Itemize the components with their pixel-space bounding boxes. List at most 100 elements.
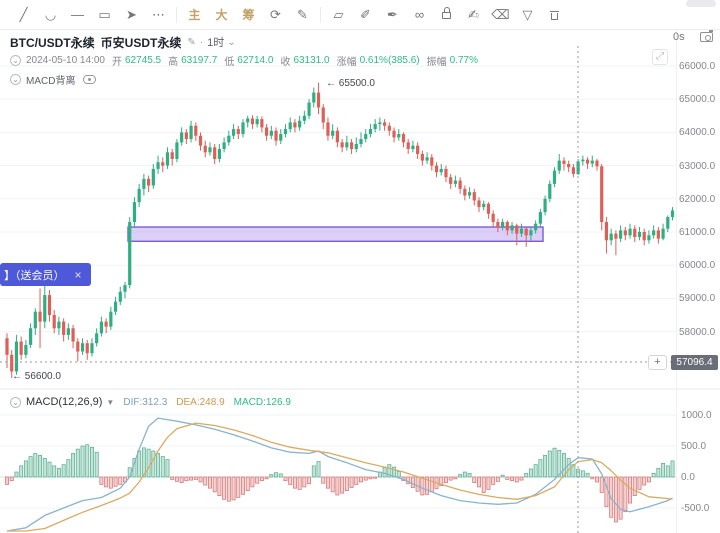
candle-body [29, 328, 33, 345]
macd-value: MACD:126.9 [233, 396, 291, 408]
macd-hist-bar [354, 476, 359, 485]
macd-hist-bar [104, 476, 109, 488]
maximize-pane-icon[interactable]: ⤢ [652, 49, 668, 65]
interval-selector[interactable]: 1时 [207, 37, 225, 49]
horizontal-line-tool-icon[interactable]: ― [71, 7, 84, 22]
candle-body [316, 92, 321, 108]
candle-body [147, 178, 151, 186]
macd-caret-icon[interactable]: ▼ [106, 397, 115, 407]
macd-hist-bar [538, 459, 543, 478]
window-drag-pill[interactable] [686, 0, 716, 7]
filter-tool-icon[interactable]: ▽ [522, 6, 533, 22]
candle-body [647, 235, 651, 241]
chart-canvas[interactable] [0, 30, 720, 533]
draw-tool-icon[interactable]: ✎ [297, 6, 308, 22]
macd-axis-label: -500.0 [681, 503, 710, 514]
interval-caret-icon[interactable]: ⌄ [227, 36, 236, 48]
macd-hist-bar [566, 458, 571, 478]
candle-body [401, 134, 406, 143]
macd-hist-bar [85, 444, 90, 478]
replay-tool-icon[interactable]: ⟳ [270, 6, 281, 22]
collapse-macd-icon[interactable]: ⌄ [10, 396, 21, 408]
candle-body [581, 159, 585, 162]
promo-close-icon[interactable]: × [74, 267, 82, 282]
candle-body [425, 157, 429, 161]
candle-body [288, 122, 292, 130]
promo-badge[interactable]: 】（送会员） × [0, 263, 91, 286]
candle-body [113, 301, 118, 312]
candle-body [340, 142, 344, 148]
candle-body [76, 341, 80, 352]
price-axis-label: 62000.0 [679, 193, 716, 205]
price-annotation-low[interactable]: ← 56600.0 [12, 371, 61, 382]
candle-body [571, 167, 575, 174]
macd-hist-bar [514, 476, 519, 483]
candle-body [652, 230, 656, 236]
candle-body [62, 321, 66, 335]
note-tool-icon[interactable]: ✍ [468, 6, 479, 22]
trend-line-tool-icon[interactable]: ╱ [19, 6, 28, 22]
pen-tool-icon[interactable]: ✒ [387, 6, 398, 22]
indicator-name[interactable]: MACD背离 [26, 75, 76, 87]
magnet-link-tool-icon[interactable]: ∞ [414, 7, 425, 22]
rectangle-tool-icon[interactable]: ▭ [98, 6, 111, 22]
arc-tool-icon[interactable]: ◡ [44, 6, 57, 22]
candle-body [231, 129, 236, 136]
macd-hist-bar [14, 471, 19, 478]
candle-body [265, 127, 269, 136]
macd-hist-bar [118, 476, 123, 485]
candle-body [434, 165, 439, 173]
drawn-zone-rectangle[interactable] [127, 226, 544, 242]
eraser-tool-icon[interactable]: ⌫ [491, 6, 510, 22]
macd-hist-bar [170, 476, 175, 480]
macd-hist-bar [387, 464, 392, 478]
macd-params[interactable]: MACD(12,26,9) [26, 396, 103, 408]
chips-cn-icon[interactable]: 筹 [242, 8, 255, 22]
add-alert-plus-button[interactable]: + [648, 355, 667, 370]
candle-body [600, 166, 604, 223]
candle-body [439, 168, 443, 173]
macd-hist-bar [410, 476, 415, 488]
large-cn-icon[interactable]: 大 [215, 8, 228, 22]
price-annotation-high[interactable]: ← 65500.0 [326, 78, 375, 89]
candle-body [482, 203, 486, 208]
cursor-tool-icon[interactable]: ➤ [126, 6, 137, 22]
candle-body [19, 341, 23, 355]
price-macd-plot[interactable] [0, 30, 720, 533]
candle-body [453, 180, 457, 184]
macd-hist-bar [326, 476, 330, 489]
macd-hist-bar [222, 476, 227, 500]
more-tools-icon[interactable]: ⋯ [152, 6, 165, 22]
macd-hist-bar [604, 476, 609, 508]
chart-legend: BTC/USDT永续 币安USDT永续 ✎ · 1时 ⌄ ⌄ 2024-05-1… [10, 34, 478, 87]
symbol-title[interactable]: BTC/USDT永续 [10, 35, 95, 50]
candle-body [246, 118, 250, 123]
eye-visibility-icon[interactable] [83, 74, 97, 84]
candle-body [151, 168, 155, 186]
candle-body [552, 170, 557, 184]
candle-body [534, 223, 538, 231]
macd-hist-bar [665, 465, 670, 478]
collapse-indicator-icon[interactable]: ⌄ [10, 73, 21, 85]
lock-tool-icon[interactable] [433, 4, 460, 26]
macd-hist-bar [66, 459, 71, 478]
macd-hist-bar [373, 476, 378, 479]
macd-hist-bar [368, 476, 373, 480]
macd-hist-bar [208, 476, 212, 489]
shape-tool-icon[interactable]: ▱ [333, 6, 344, 22]
screenshot-camera-icon[interactable] [700, 30, 713, 42]
brush-tool-icon[interactable]: ✐ [360, 6, 371, 22]
macd-hist-bar [613, 476, 618, 523]
macd-hist-bar [481, 476, 486, 493]
candle-body [95, 333, 99, 344]
main-chart-cn-icon[interactable]: 主 [188, 8, 201, 22]
candle-body [99, 321, 103, 334]
candle-body [642, 232, 646, 241]
edit-symbol-icon[interactable]: ✎ [187, 36, 196, 48]
collapse-ohlc-icon[interactable]: ⌄ [10, 54, 21, 66]
close-value: 63131.0 [293, 54, 330, 66]
macd-hist-bar [439, 476, 444, 487]
macd-hist-bar [141, 447, 146, 478]
trash-tool-icon[interactable] [541, 4, 568, 26]
